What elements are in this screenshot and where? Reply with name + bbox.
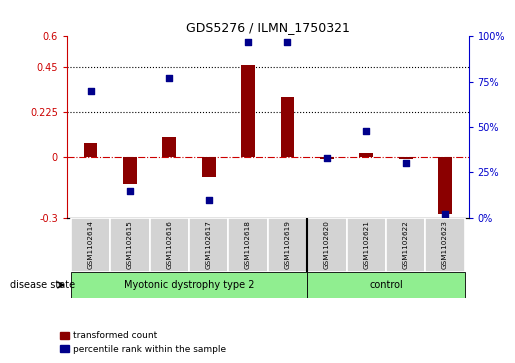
- Bar: [320, 157, 334, 159]
- Bar: [399, 157, 413, 159]
- Bar: [425, 218, 465, 272]
- Bar: [281, 97, 295, 157]
- Point: [204, 197, 213, 203]
- Bar: [438, 157, 452, 214]
- Text: GSM1102619: GSM1102619: [284, 221, 290, 269]
- Title: GDS5276 / ILMN_1750321: GDS5276 / ILMN_1750321: [186, 21, 350, 34]
- Bar: [268, 218, 307, 272]
- Bar: [110, 218, 150, 272]
- Text: GSM1102623: GSM1102623: [442, 221, 448, 269]
- Bar: [307, 218, 347, 272]
- Text: GSM1102618: GSM1102618: [245, 221, 251, 269]
- Point: [323, 155, 331, 161]
- Text: disease state: disease state: [10, 280, 75, 290]
- Bar: [347, 218, 386, 272]
- Bar: [307, 272, 465, 298]
- Bar: [386, 218, 425, 272]
- Point: [402, 160, 410, 166]
- Text: control: control: [369, 280, 403, 290]
- Bar: [123, 157, 137, 184]
- Point: [165, 75, 174, 81]
- Point: [87, 88, 95, 94]
- Point: [126, 188, 134, 193]
- Bar: [84, 143, 97, 157]
- Text: GSM1102617: GSM1102617: [205, 221, 212, 269]
- Legend: transformed count, percentile rank within the sample: transformed count, percentile rank withi…: [56, 327, 230, 357]
- Bar: [71, 218, 110, 272]
- Text: GSM1102621: GSM1102621: [363, 221, 369, 269]
- Text: GSM1102614: GSM1102614: [88, 221, 94, 269]
- Bar: [150, 218, 189, 272]
- Bar: [359, 153, 373, 157]
- Text: GSM1102615: GSM1102615: [127, 221, 133, 269]
- Bar: [229, 218, 268, 272]
- Bar: [241, 65, 255, 157]
- Point: [362, 128, 370, 134]
- Point: [283, 39, 291, 45]
- Bar: [189, 218, 229, 272]
- Point: [441, 211, 449, 217]
- Bar: [202, 157, 216, 178]
- Bar: [71, 272, 307, 298]
- Bar: [162, 137, 176, 157]
- Text: GSM1102620: GSM1102620: [324, 221, 330, 269]
- Text: GSM1102622: GSM1102622: [403, 221, 408, 269]
- Text: GSM1102616: GSM1102616: [166, 221, 173, 269]
- Point: [244, 39, 252, 45]
- Text: Myotonic dystrophy type 2: Myotonic dystrophy type 2: [124, 280, 254, 290]
